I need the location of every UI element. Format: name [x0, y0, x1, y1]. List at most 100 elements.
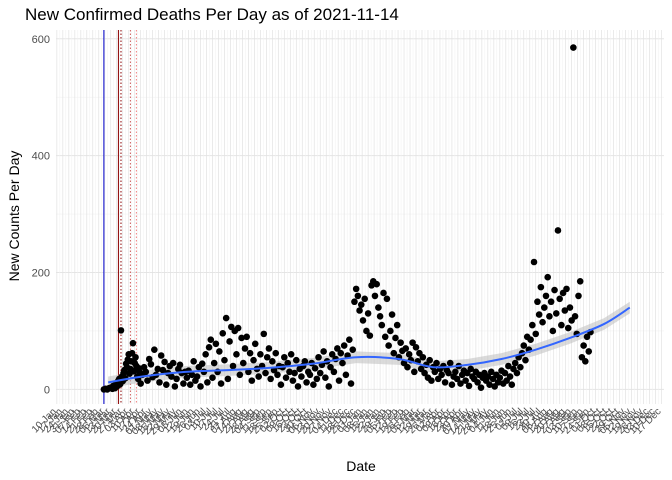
data-point [441, 379, 449, 386]
y-axis-ticks: 0 200 400 600 [32, 34, 50, 397]
data-point [371, 292, 379, 300]
data-point [347, 380, 355, 387]
data-point [294, 383, 302, 390]
data-point [216, 348, 223, 355]
data-point [251, 340, 259, 348]
data-point [281, 353, 288, 361]
data-point [357, 301, 365, 308]
data-point [197, 383, 204, 390]
data-point [520, 342, 528, 349]
data-point [352, 285, 360, 293]
data-point [376, 313, 384, 320]
data-point [540, 304, 548, 311]
data-point [575, 292, 582, 300]
data-point [558, 321, 565, 329]
data-point [161, 358, 168, 366]
data-point [284, 359, 292, 367]
data-point [342, 371, 350, 379]
data-point [539, 318, 546, 326]
data-point [193, 373, 201, 380]
data-point [202, 351, 209, 358]
data-point [453, 375, 461, 383]
data-point [388, 311, 396, 318]
data-point [269, 358, 276, 365]
data-point [210, 359, 218, 367]
data-point [373, 280, 380, 288]
data-point [250, 356, 257, 364]
data-point [151, 346, 158, 353]
data-point [265, 345, 273, 352]
data-point [176, 361, 184, 369]
data-point [474, 379, 481, 386]
data-point [477, 384, 485, 391]
data-point [452, 368, 459, 376]
data-point [411, 368, 418, 376]
data-point [129, 339, 137, 347]
data-point [157, 352, 165, 359]
data-point [219, 329, 227, 337]
data-point [334, 345, 341, 352]
y-tick-label: 600 [32, 34, 50, 46]
data-point [154, 365, 162, 373]
data-point [255, 373, 262, 380]
data-point [402, 345, 410, 352]
data-point [527, 336, 534, 344]
data-point [556, 295, 563, 303]
data-point [156, 379, 163, 386]
data-point [168, 373, 175, 380]
data-point [546, 313, 553, 320]
data-point [239, 359, 247, 367]
data-point [335, 377, 343, 384]
data-point [224, 375, 232, 383]
data-point [438, 371, 445, 379]
data-point [554, 227, 562, 234]
data-point [505, 362, 512, 370]
data-point [522, 356, 529, 364]
data-point [286, 368, 293, 376]
data-point [467, 365, 475, 373]
data-point [142, 368, 150, 376]
data-point [537, 283, 545, 291]
data-point [292, 356, 300, 364]
data-point [397, 339, 404, 346]
data-point [383, 295, 391, 303]
data-point [226, 338, 233, 345]
data-point [245, 368, 252, 376]
data-point [315, 353, 322, 361]
chart-title: New Confirmed Deaths Per Day as of 2021-… [25, 5, 399, 24]
data-point [446, 359, 454, 367]
y-axis-label: New Counts Per Day [6, 151, 22, 282]
data-point [392, 334, 399, 342]
data-point [137, 380, 144, 387]
data-point [356, 307, 363, 314]
data-point [552, 310, 560, 317]
data-point [325, 383, 333, 390]
data-point [147, 360, 155, 368]
data-point [248, 377, 256, 384]
data-point [404, 363, 411, 371]
data-point [327, 363, 334, 371]
data-point [233, 351, 240, 358]
data-point [301, 358, 309, 365]
data-point [262, 369, 269, 377]
data-point [571, 313, 579, 320]
data-point [431, 368, 439, 376]
data-point [310, 381, 317, 389]
data-point [303, 379, 310, 386]
data-point [207, 336, 215, 344]
data-point [366, 332, 374, 339]
data-point [311, 365, 319, 372]
data-point [351, 298, 358, 306]
data-point [130, 367, 138, 375]
data-point [234, 324, 242, 332]
data-point [582, 358, 589, 365]
data-point [378, 321, 386, 329]
data-points [100, 44, 594, 393]
data-point [445, 369, 452, 377]
data-point [561, 307, 569, 314]
data-point [409, 339, 416, 346]
data-point [486, 381, 493, 389]
data-point [501, 369, 509, 377]
smooth-line [107, 306, 631, 384]
data-point [364, 310, 372, 317]
